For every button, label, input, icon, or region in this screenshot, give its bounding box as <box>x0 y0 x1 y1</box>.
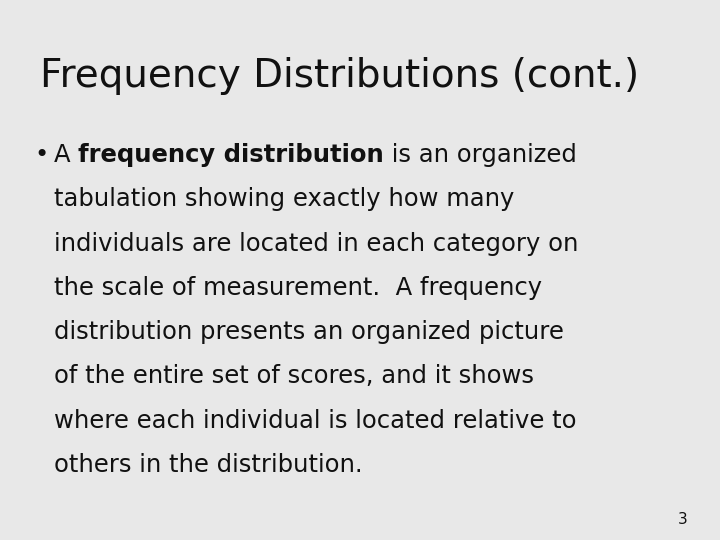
Text: of the entire set of scores, and it shows: of the entire set of scores, and it show… <box>54 364 534 388</box>
Text: 3: 3 <box>678 511 688 526</box>
Text: is an organized: is an organized <box>384 143 577 167</box>
Text: •: • <box>35 143 49 167</box>
Text: Frequency Distributions (cont.): Frequency Distributions (cont.) <box>40 57 639 94</box>
Text: individuals are located in each category on: individuals are located in each category… <box>54 232 578 255</box>
Text: where each individual is located relative to: where each individual is located relativ… <box>54 409 577 433</box>
Text: the scale of measurement.  A frequency: the scale of measurement. A frequency <box>54 276 542 300</box>
Text: frequency distribution: frequency distribution <box>78 143 384 167</box>
Text: distribution presents an organized picture: distribution presents an organized pictu… <box>54 320 564 344</box>
Text: A: A <box>54 143 78 167</box>
Text: tabulation showing exactly how many: tabulation showing exactly how many <box>54 187 514 211</box>
Text: others in the distribution.: others in the distribution. <box>54 453 363 477</box>
